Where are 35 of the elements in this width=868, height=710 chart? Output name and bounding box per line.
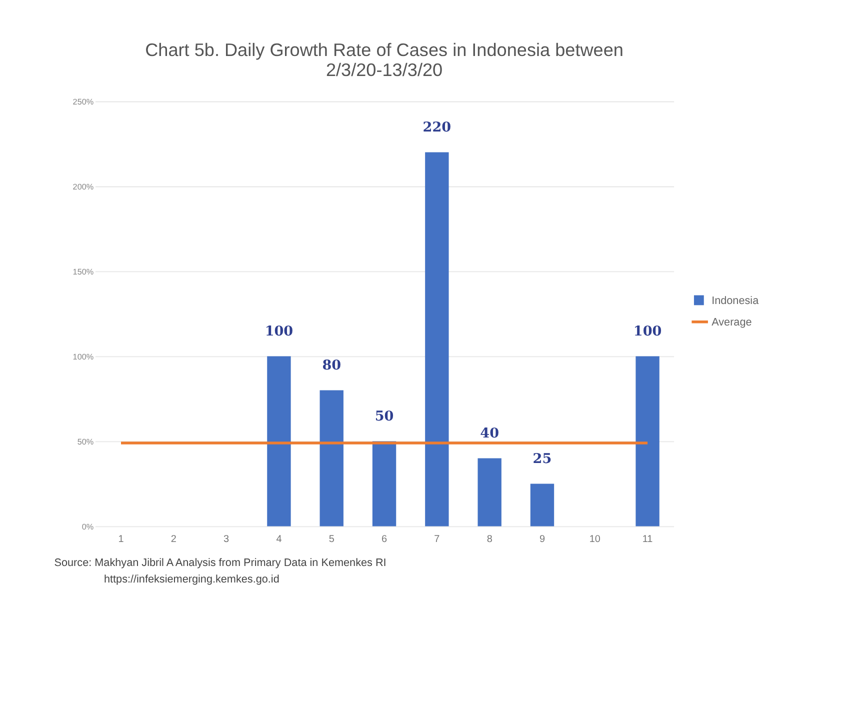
data-label: 100 (264, 323, 294, 340)
text: https://infeksiemerging.kemkes.go.id (104, 573, 280, 586)
y-tick-label: 0% (82, 522, 94, 532)
x-tick-label: 8 (486, 534, 493, 546)
y-tick-label: 100% (72, 352, 94, 362)
y-tick-label: 50% (77, 437, 94, 446)
x-tick-label: 9 (539, 534, 546, 546)
y-tick-label: 200% (72, 182, 94, 192)
chart-title: Chart 5b. Daily Growth Rate of Cases in Indonesia between 2/3/20-13/3/20 (145, 40, 624, 80)
legend-label: Indonesia (712, 294, 760, 307)
data-label: 100 (633, 323, 662, 340)
bar (425, 152, 449, 526)
x-tick-label: 7 (434, 534, 440, 546)
x-tick-label: 5 (328, 534, 335, 546)
x-tick-label: 4 (276, 534, 282, 546)
data-label: 25 (532, 450, 552, 467)
y-tick-label: 250% (72, 97, 94, 106)
y-tick-label: 150% (72, 267, 94, 276)
x-tick-label: 2 (170, 534, 177, 546)
bar (267, 356, 291, 526)
data-label: 40 (480, 425, 500, 442)
x-tick-label: 1 (118, 534, 124, 546)
x-tick-label: 3 (224, 534, 230, 546)
legend-label: Average (712, 316, 752, 329)
bar (320, 390, 344, 526)
bar (636, 356, 660, 526)
bar (478, 458, 502, 526)
x-tick-label: 6 (382, 534, 388, 546)
x-tick-label: 11 (642, 534, 654, 546)
bar (530, 484, 554, 526)
source-note: Source: Makhyan Jibril A Analysis from Primary Data in Kemenkes RI (54, 557, 386, 570)
x-tick-label: 10 (589, 534, 601, 546)
data-label: 50 (374, 408, 394, 424)
data-label: 80 (322, 357, 342, 374)
data-label: 220 (422, 120, 452, 136)
